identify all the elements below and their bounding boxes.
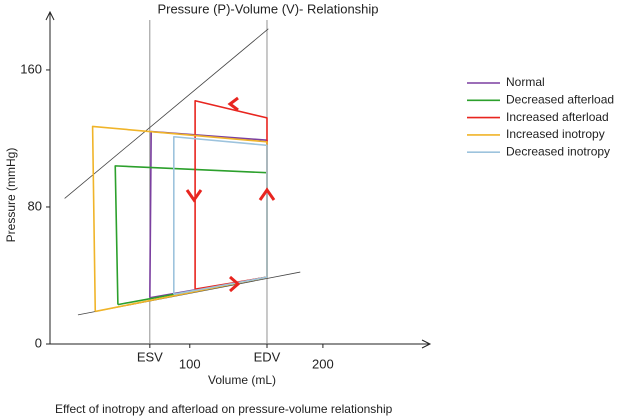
x-tick-label: ESV [137, 349, 163, 364]
arrow-left [227, 96, 239, 112]
chart-title: Pressure (P)-Volume (V)- Relationship [157, 1, 378, 16]
legend-label: Normal [506, 75, 545, 89]
pv-loop [114, 165, 268, 306]
x-tick-label: EDV [254, 349, 281, 364]
pv-loop [173, 135, 268, 296]
x-tick-label: 200 [312, 356, 334, 371]
y-tick-label: 160 [20, 61, 42, 76]
x-axis-label: Volume (mL) [208, 373, 276, 387]
pv-loop [194, 99, 268, 290]
legend-label: Increased afterload [506, 110, 609, 124]
x-axis-arrow [421, 339, 432, 349]
pv-loop [149, 130, 268, 299]
flow-arrows [185, 96, 276, 293]
arrow-right [229, 275, 241, 293]
y-axis-label: Pressure (mmHg) [4, 148, 18, 243]
pv-loop [91, 125, 268, 313]
reference-line [64, 28, 269, 199]
legend-label: Increased inotropy [506, 127, 605, 141]
arrow-up [258, 187, 276, 201]
y-axis-arrow [45, 10, 55, 21]
legend-label: Decreased inotropy [506, 144, 610, 158]
legend: Normal Decreased afterload Increased after… [467, 75, 614, 158]
arrow-down [185, 189, 203, 203]
x-tick-label: 100 [179, 356, 201, 371]
caption: Effect of inotropy and afterload on pres… [55, 402, 393, 416]
legend-label: Decreased afterload [506, 92, 614, 106]
y-tick-label: 0 [35, 335, 42, 350]
y-tick-label: 80 [28, 198, 42, 213]
